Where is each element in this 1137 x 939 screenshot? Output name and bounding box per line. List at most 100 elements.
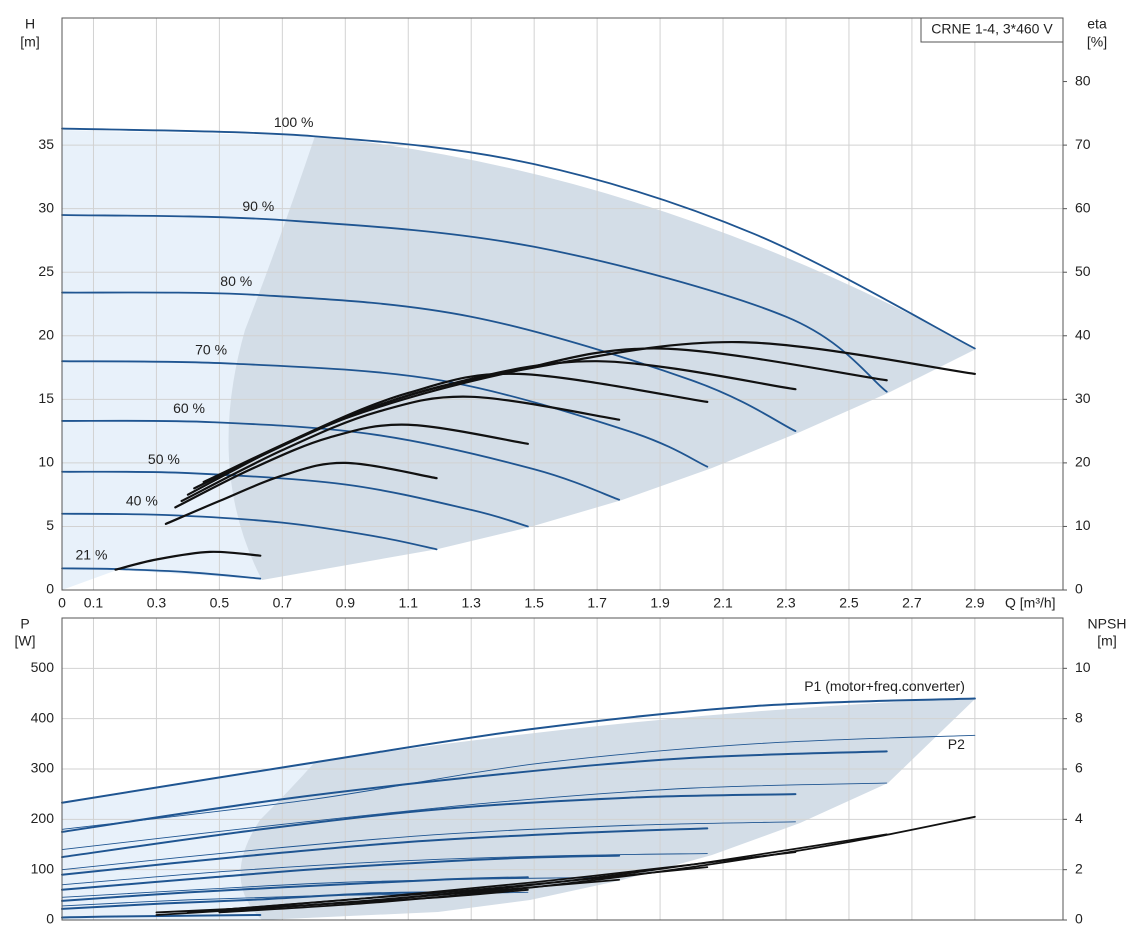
curve: [155, 878, 621, 916]
y-axis-unit: [W]: [15, 633, 36, 649]
y-tick-label: 15: [38, 390, 54, 406]
curve: [186, 372, 709, 496]
x-tick-label: 1.9: [650, 595, 670, 611]
y-tick-label: 30: [38, 199, 54, 215]
curve: [61, 567, 262, 580]
plot-frame: [61, 17, 1064, 591]
curve-label: 90 %: [242, 198, 274, 214]
y-axis-unit: [m]: [20, 34, 39, 50]
curve: [61, 419, 621, 501]
curve: [61, 782, 888, 850]
y2-tick-label: 30: [1075, 390, 1091, 406]
x-tick-label: 2.7: [902, 595, 922, 611]
curves: [61, 127, 976, 919]
curve: [61, 854, 621, 891]
x-tick-label: 0.3: [147, 595, 167, 611]
curve: [164, 461, 438, 526]
x-tick-label: 0: [58, 595, 66, 611]
x-tick-label: 1.3: [461, 595, 481, 611]
curve: [61, 127, 976, 350]
curve: [218, 815, 976, 914]
curve: [61, 734, 976, 830]
curve: [61, 512, 438, 551]
curve: [61, 891, 438, 910]
curve: [61, 827, 709, 876]
curve: [61, 913, 262, 919]
y2-tick-label: 40: [1075, 326, 1091, 342]
y2-axis-label: eta: [1087, 16, 1107, 32]
x-tick-label: 2.9: [965, 595, 985, 611]
chart-title: CRNE 1-4, 3*460 V: [931, 21, 1053, 37]
curve: [61, 793, 797, 859]
y2-axis-unit: [%]: [1087, 34, 1107, 50]
curve: [61, 470, 529, 528]
curve: [61, 750, 888, 833]
y-tick-label: 400: [31, 709, 55, 725]
y2-axis-unit: [m]: [1097, 633, 1116, 649]
x-tick-label: 2.1: [713, 595, 733, 611]
curve-label: 60 %: [173, 400, 205, 416]
y2-tick-label: 2: [1075, 860, 1083, 876]
curve: [174, 423, 529, 509]
curve: [61, 821, 796, 871]
y-tick-label: 0: [46, 911, 54, 927]
y-tick-label: 100: [31, 860, 55, 876]
y-tick-label: 20: [38, 326, 54, 342]
x-tick-label: 1.5: [524, 595, 544, 611]
x-tick-label: 2.5: [839, 595, 859, 611]
y-tick-label: 35: [38, 136, 54, 152]
y2-axis-label: NPSH: [1088, 616, 1127, 632]
curve: [61, 360, 709, 468]
x-tick-label: 0.1: [84, 595, 104, 611]
y2-tick-label: 70: [1075, 136, 1091, 152]
y2-tick-label: 8: [1075, 709, 1083, 725]
y2-tick-label: 6: [1075, 760, 1083, 776]
curve: [187, 866, 709, 914]
y2-tick-label: 60: [1075, 199, 1091, 215]
title-box: [920, 17, 1064, 43]
curve-label: 70 %: [195, 341, 227, 357]
y-tick-label: 10: [38, 454, 54, 470]
y2-tick-label: 10: [1075, 517, 1091, 533]
range-shade: [228, 136, 977, 580]
curve: [61, 853, 708, 886]
y-axis-label: H: [25, 16, 35, 32]
curve-label: P1 (motor+freq.converter): [804, 678, 965, 694]
x-tick-label: 0.9: [336, 595, 356, 611]
curve: [61, 214, 888, 393]
x-axis-label: Q [m³/h]: [1005, 595, 1056, 611]
y-tick-label: 5: [46, 517, 54, 533]
x-tick-label: 0.5: [210, 595, 230, 611]
y-tick-label: 25: [38, 263, 54, 279]
y2-tick-label: 80: [1075, 72, 1091, 88]
y2-tick-label: 10: [1075, 659, 1091, 675]
curve: [180, 395, 621, 503]
curve-label: P2: [948, 736, 965, 752]
y2-tick-label: 0: [1075, 581, 1083, 597]
curve: [61, 876, 620, 898]
y2-tick-label: 4: [1075, 810, 1083, 826]
grid: [61, 18, 1063, 921]
y-tick-label: 300: [31, 760, 55, 776]
y-tick-label: 200: [31, 810, 55, 826]
curve: [155, 888, 529, 914]
y2-tick-label: 0: [1075, 911, 1083, 927]
y-tick-label: 0: [46, 581, 54, 597]
y-tick-label: 500: [31, 659, 55, 675]
curve: [61, 876, 529, 902]
x-tick-label: 1.7: [587, 595, 607, 611]
curve: [61, 291, 797, 433]
y-axis-label: P: [20, 616, 29, 632]
curve: [61, 697, 976, 804]
curve: [114, 550, 262, 571]
curve-label: 21 %: [76, 547, 108, 563]
x-tick-label: 2.3: [776, 595, 796, 611]
x-tick-label: 0.7: [273, 595, 293, 611]
curve-label: 40 %: [126, 493, 158, 509]
curve-label: 80 %: [220, 273, 252, 289]
curve-label: 50 %: [148, 451, 180, 467]
x-tick-label: 1.1: [399, 595, 419, 611]
y2-tick-label: 50: [1075, 263, 1091, 279]
curve-label: 100 %: [274, 114, 314, 130]
